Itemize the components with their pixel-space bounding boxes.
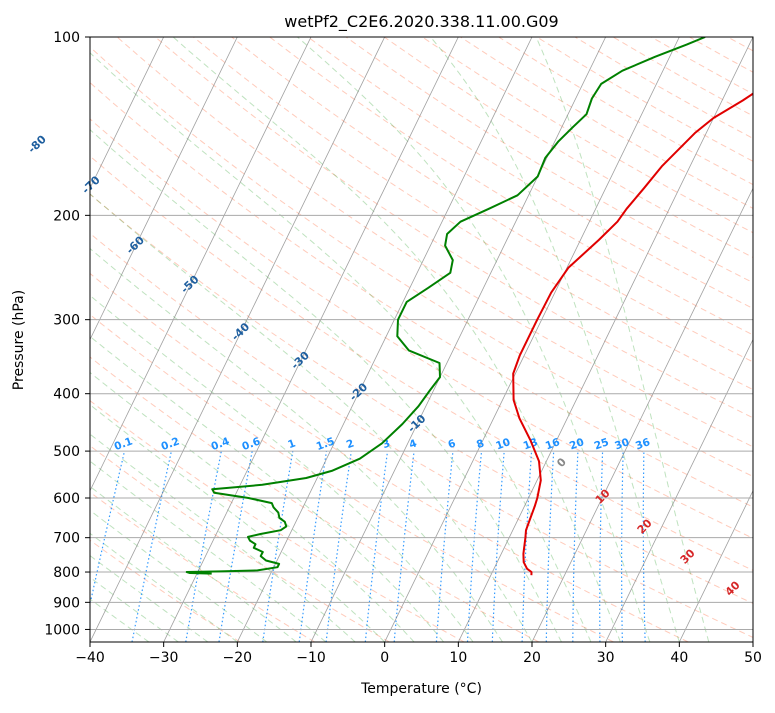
x-tick-label: −40 xyxy=(75,650,105,666)
y-tick-label: 400 xyxy=(53,387,80,403)
y-tick-label: 1000 xyxy=(44,622,80,638)
y-tick-label: 700 xyxy=(53,531,80,547)
chart-title: wetPf2_C2E6.2020.338.11.00.G09 xyxy=(284,12,558,32)
y-tick-label: 900 xyxy=(53,595,80,611)
y-tick-label: 200 xyxy=(53,208,80,224)
x-tick-label: −10 xyxy=(296,650,326,666)
y-tick-label: 600 xyxy=(53,491,80,507)
y-axis-label: Pressure (hPa) xyxy=(11,290,27,390)
x-tick-label: 0 xyxy=(380,650,389,666)
x-tick-label: 20 xyxy=(523,650,541,666)
x-tick-label: 10 xyxy=(449,650,467,666)
x-tick-label: 40 xyxy=(670,650,688,666)
y-tick-label: 800 xyxy=(53,565,80,581)
x-tick-label: −30 xyxy=(149,650,179,666)
x-tick-label: 50 xyxy=(744,650,762,666)
y-tick-label: 100 xyxy=(53,30,80,46)
y-tick-label: 300 xyxy=(53,313,80,329)
y-tick-label: 500 xyxy=(53,444,80,460)
x-tick-label: −20 xyxy=(223,650,253,666)
x-tick-label: 30 xyxy=(597,650,615,666)
x-axis-label: Temperature (°C) xyxy=(360,681,482,697)
